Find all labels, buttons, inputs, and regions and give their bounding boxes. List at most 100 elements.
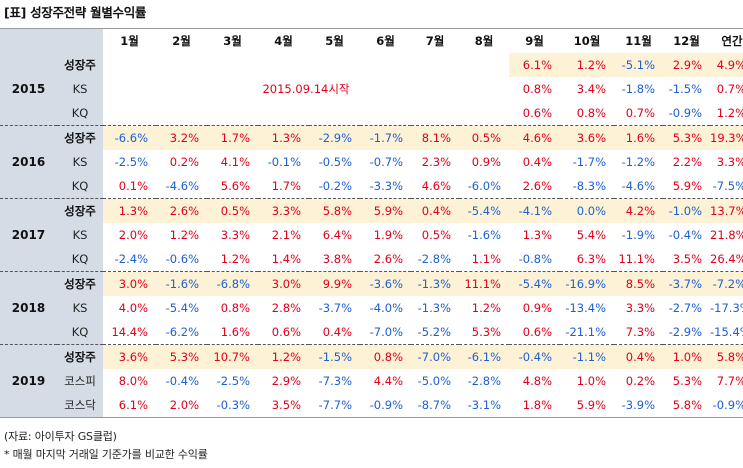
value-cell: -7.2% (710, 271, 743, 296)
table-row: 2016 성장주 -6.6% 3.2% 1.7% 1.3% -2.9% -1.7% 8.1% 0.… (0, 125, 743, 199)
value-cell: 3.3% (220, 228, 250, 242)
month-header: 11월 (625, 34, 652, 48)
value-cell: -13.4% (565, 301, 606, 315)
value-cell: 0.5% (207, 198, 258, 223)
year-label: 2019 (0, 344, 57, 418)
value-cell: 2.9% (271, 374, 301, 388)
value-cell (411, 101, 459, 126)
value-cell: 3.5% (271, 398, 301, 412)
row-label: 코스닥 (57, 393, 103, 418)
value-cell: 0.2% (625, 374, 655, 388)
value-cell: -5.1% (614, 53, 663, 77)
value-cell: 3.0% (103, 271, 156, 296)
value-cell: 2.3% (421, 155, 451, 169)
value-cell: 3.6% (103, 344, 156, 369)
value-cell: -4.6% (165, 179, 199, 193)
year-label: 2017 (0, 198, 57, 272)
value-cell: -3.6% (360, 271, 411, 296)
value-cell: 0.6% (271, 325, 301, 339)
table-row: KS 2015.09.14시작 0.8% 3.4% -1.8% -1.5% 0.7% (0, 77, 743, 101)
value-cell: 8.0% (118, 374, 148, 388)
value-cell: -2.4% (114, 252, 148, 266)
value-cell: 0.4% (522, 155, 552, 169)
value-cell (360, 101, 411, 126)
value-cell: -6.1% (459, 344, 509, 369)
value-cell: 5.3% (672, 374, 702, 388)
value-cell: 1.6% (220, 325, 250, 339)
start-note: 2015.09.14시작 (262, 82, 350, 96)
row-label: 코스피 (57, 369, 103, 393)
value-cell: -6.2% (165, 325, 199, 339)
value-cell: -3.3% (369, 179, 403, 193)
month-header: 10월 (573, 34, 601, 48)
value-cell: -0.9% (668, 106, 702, 120)
value-cell: 5.3% (663, 125, 710, 150)
month-header: 7월 (425, 34, 445, 48)
value-cell (207, 101, 258, 126)
table-row: 코스피 8.0% -0.4% -2.5% 2.9% -7.3% 4.4% -5.0% -2.8%… (0, 369, 743, 393)
table-row: 2018 성장주 3.0% -1.6% -6.8% 3.0% 9.9% -3.6% -1.3% 1… (0, 271, 743, 345)
value-cell: 6.1% (118, 398, 148, 412)
value-cell (258, 101, 309, 126)
value-cell: -7.0% (369, 325, 403, 339)
value-cell: 1.2% (169, 228, 199, 242)
value-cell: 1.1% (471, 252, 501, 266)
value-cell: 0.8% (522, 82, 552, 96)
value-cell: -0.5% (318, 155, 352, 169)
value-cell: 1.3% (103, 198, 156, 223)
value-cell: 5.8% (309, 198, 360, 223)
value-cell: 0.4% (322, 325, 352, 339)
value-cell: 3.8% (322, 252, 352, 266)
value-cell: -5.4% (165, 301, 199, 315)
value-cell: 5.4% (576, 228, 606, 242)
value-cell: -3.7% (318, 301, 352, 315)
value-cell: -0.9% (369, 398, 403, 412)
value-cell: -4.6% (621, 179, 655, 193)
value-cell: 2.0% (169, 398, 199, 412)
value-cell: 2.9% (663, 53, 710, 77)
value-cell: 4.1% (220, 155, 250, 169)
value-cell: 3.6% (560, 125, 614, 150)
value-cell: 3.0% (258, 271, 309, 296)
table-row: 코스닥 6.1% 2.0% -0.3% 3.5% -7.7% -0.9% -8.7% -3.1%… (0, 393, 743, 418)
value-cell: 6.1% (509, 53, 560, 77)
value-cell: 0.5% (459, 125, 509, 150)
table-row: KQ 0.6% 0.8% 0.7% -0.9% 1.2% (0, 101, 743, 126)
table-row: KQ -2.4% -0.6% 1.2% 1.4% 3.8% 2.6% -2.8% 1.1% -0.… (0, 247, 743, 272)
value-cell: 4.4% (373, 374, 403, 388)
row-label: 성장주 (57, 344, 103, 369)
value-cell: 4.8% (522, 374, 552, 388)
value-cell: 11.1% (618, 252, 655, 266)
row-label: KQ (57, 101, 103, 126)
value-cell: -5.2% (417, 325, 451, 339)
value-cell: 0.8% (576, 106, 606, 120)
footnote-text: * 매월 마지막 거래일 기준가를 비교한 수익률 (4, 448, 208, 461)
value-cell: 0.8% (220, 301, 250, 315)
row-label: KQ (57, 174, 103, 199)
value-cell: 19.3% (710, 125, 743, 150)
value-cell (411, 53, 459, 77)
value-cell (103, 101, 156, 126)
value-cell: -7.3% (318, 374, 352, 388)
value-cell: 1.2% (471, 301, 501, 315)
value-cell: 14.4% (111, 325, 148, 339)
value-cell: -0.3% (216, 398, 250, 412)
value-cell: -1.9% (621, 228, 655, 242)
value-cell (156, 53, 207, 77)
monthly-returns-table: 1월 2월 3월 4월 5월 6월 7월 8월 9월 10월 11월 12월 연간 2015 성장주 6.1… (0, 28, 743, 418)
row-label: 성장주 (57, 53, 103, 77)
year-label: 2016 (0, 125, 57, 199)
value-cell: -1.2% (621, 155, 655, 169)
table-body: 2015성장주6.1%1.2%-5.1%2.9%4.9%KS2015.09.14… (0, 53, 743, 418)
value-cell: 1.6% (614, 125, 663, 150)
value-cell: 5.9% (672, 179, 702, 193)
value-cell: -8.3% (572, 179, 606, 193)
month-header: 8월 (474, 34, 494, 48)
row-label: KQ (57, 320, 103, 345)
month-header: 5월 (325, 34, 344, 48)
table-row: KS 4.0% -5.4% 0.8% 2.8% -3.7% -4.0% -1.3% 1.2% 0.… (0, 296, 743, 320)
value-cell: -1.0% (663, 198, 710, 223)
value-cell: 2.6% (156, 198, 207, 223)
value-cell: -0.1% (267, 155, 301, 169)
value-cell: 2.2% (672, 155, 702, 169)
